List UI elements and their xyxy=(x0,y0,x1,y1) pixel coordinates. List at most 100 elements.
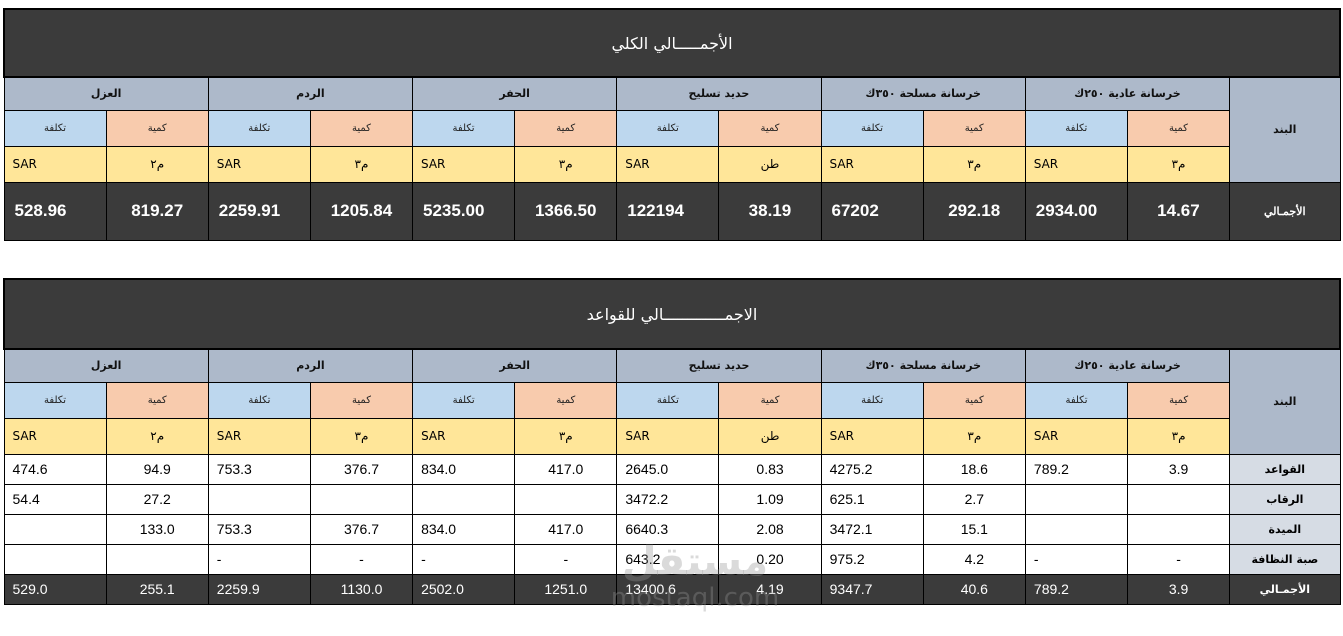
qty-unit: م٣ xyxy=(1126,145,1231,183)
cell-cost: 2645.0 xyxy=(616,453,720,485)
qty-header: كمية xyxy=(514,381,618,419)
cost-header: تكلفة xyxy=(820,109,924,147)
cell-qty: 1251.0 xyxy=(514,573,618,605)
cell-qty xyxy=(1127,513,1231,545)
cell-qty: - xyxy=(1127,543,1231,575)
cell-cost: 753.3 xyxy=(207,453,311,485)
qty-unit: م٣ xyxy=(922,145,1026,183)
table-row: 54.4 27.2 3472.2 1.09 625.1 2.7 الرقاب xyxy=(3,483,1341,515)
cell-cost: 3472.1 xyxy=(820,513,924,545)
qty-unit: م٣ xyxy=(309,145,414,183)
cell-cost: 2934.00 xyxy=(1024,181,1128,241)
cell-cost: 2502.0 xyxy=(412,573,516,605)
foundations-summary-table: الاجمـــــــــــــالي للقواعد العزل الردم ا… xyxy=(3,278,1341,605)
currency-unit: SAR xyxy=(3,417,107,455)
cell-qty: 255.1 xyxy=(105,573,209,605)
cell-qty: 38.19 xyxy=(718,181,822,241)
cell-cost xyxy=(3,543,107,575)
cell-qty: 1130.0 xyxy=(309,573,414,605)
cost-header: تكلفة xyxy=(207,381,311,419)
cost-header: تكلفة xyxy=(820,381,924,419)
cell-cost: 528.96 xyxy=(3,181,107,241)
column-group-header: الردم xyxy=(207,348,414,383)
currency-unit: SAR xyxy=(1024,417,1129,455)
cell-qty: 0.83 xyxy=(718,453,822,485)
cell-cost: 9347.7 xyxy=(820,573,924,605)
cell-cost: 2259.9 xyxy=(207,573,311,605)
cell-cost: 122194 xyxy=(616,181,720,241)
cost-header: تكلفة xyxy=(616,381,720,419)
cell-qty xyxy=(309,483,414,515)
qty-unit: طن xyxy=(718,417,822,455)
cell-cost: 67202 xyxy=(820,181,924,241)
table-row: 474.6 94.9 753.3 376.7 834.0 417.0 2645.0 0.83 4… xyxy=(3,453,1341,485)
qty-unit: م٣ xyxy=(1127,417,1231,455)
total-row: 529.0 255.1 2259.9 1130.0 2502.0 1251.0 13400.… xyxy=(3,573,1341,605)
qty-unit: م٢ xyxy=(105,417,209,455)
cost-header: تكلفة xyxy=(3,109,107,147)
currency-unit: SAR xyxy=(820,145,924,183)
column-group-header: الحفر xyxy=(411,76,618,111)
cell-qty: 133.0 xyxy=(105,513,209,545)
row-label: الأجمـالي xyxy=(1229,181,1341,241)
cell-qty: 18.6 xyxy=(922,453,1026,485)
currency-unit: SAR xyxy=(207,145,311,183)
currency-unit: SAR xyxy=(616,145,720,183)
column-group-header: العزل xyxy=(3,76,209,111)
cell-qty: 40.6 xyxy=(922,573,1026,605)
cell-cost xyxy=(3,513,107,545)
column-group-header: حديد تسليح xyxy=(616,76,822,111)
cell-cost: 4275.2 xyxy=(820,453,924,485)
cell-cost: 834.0 xyxy=(412,453,516,485)
table-row: 133.0 753.3 376.7 834.0 417.0 6640.3 2.08 3472.… xyxy=(3,513,1341,545)
column-group-header: العزل xyxy=(3,348,209,383)
qty-unit: م٢ xyxy=(105,145,209,183)
row-label: صبة النظافة xyxy=(1229,543,1341,575)
cell-qty: 417.0 xyxy=(514,513,618,545)
qty-header: كمية xyxy=(718,109,822,147)
cell-qty: 0.20 xyxy=(718,543,822,575)
total-summary-table: الأجمـــــالي الكلي العزل الردم الحفر حديد ت… xyxy=(3,8,1341,241)
cell-cost: 5235.00 xyxy=(411,181,516,241)
qty-header: كمية xyxy=(514,109,618,147)
cell-qty: 1.09 xyxy=(718,483,822,515)
cell-cost: 474.6 xyxy=(3,453,107,485)
cell-cost: 13400.6 xyxy=(616,573,720,605)
qty-header: كمية xyxy=(1127,381,1231,419)
cell-cost: - xyxy=(412,543,516,575)
table-title: الاجمـــــــــــــالي للقواعد xyxy=(3,278,1341,350)
cell-qty: 376.7 xyxy=(309,453,414,485)
cell-cost: 753.3 xyxy=(207,513,311,545)
cell-qty: 376.7 xyxy=(309,513,414,545)
cost-header: تكلفة xyxy=(1024,381,1129,419)
cell-cost xyxy=(412,483,516,515)
cell-cost: 6640.3 xyxy=(616,513,720,545)
currency-unit: SAR xyxy=(207,417,311,455)
cell-qty: 94.9 xyxy=(105,453,209,485)
row-label: الأجمـالي xyxy=(1229,573,1341,605)
cell-qty: 14.67 xyxy=(1126,181,1231,241)
column-group-header: الردم xyxy=(207,76,414,111)
cell-qty: 417.0 xyxy=(514,453,618,485)
cell-cost: 789.2 xyxy=(1024,573,1129,605)
band-header: البند xyxy=(1229,348,1341,455)
column-group-header: حديد تسليح xyxy=(616,348,822,383)
cell-qty: 2.7 xyxy=(922,483,1026,515)
cell-cost: 975.2 xyxy=(820,543,924,575)
qty-header: كمية xyxy=(718,381,822,419)
column-group-header: الحفر xyxy=(412,348,618,383)
column-group-header: خرسانة مسلحة ٣٥٠ك xyxy=(820,76,1026,111)
cell-cost: - xyxy=(207,543,311,575)
cell-qty: 4.2 xyxy=(922,543,1026,575)
qty-header: كمية xyxy=(105,381,209,419)
cell-cost: - xyxy=(1024,543,1129,575)
cell-cost: 529.0 xyxy=(3,573,107,605)
column-group-header: خرسانة مسلحة ٣٥٠ك xyxy=(820,348,1026,383)
cell-qty: 292.18 xyxy=(922,181,1026,241)
cell-cost xyxy=(1024,483,1129,515)
total-row: 528.96 819.27 2259.91 1205.84 5235.00 1366.50… xyxy=(3,181,1341,241)
table-row: - - - -643.2 0.20 975.2 4.2- - صبة النظافة xyxy=(3,543,1341,575)
cell-cost xyxy=(207,483,311,515)
cell-cost: 643.2 xyxy=(616,543,720,575)
cell-qty: - xyxy=(514,543,618,575)
